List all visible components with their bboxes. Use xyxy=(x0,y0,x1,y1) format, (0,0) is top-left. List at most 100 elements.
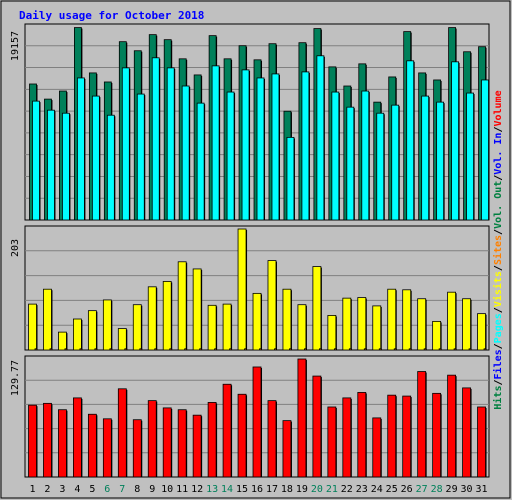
bar-visits-2 xyxy=(43,288,52,351)
bar-visits-25 xyxy=(387,288,397,351)
bar-sites-11 xyxy=(184,348,188,351)
bar-sites-24 xyxy=(378,348,382,351)
bar-pages-21 xyxy=(331,91,340,221)
x-tick-label: 12 xyxy=(191,484,203,495)
bar-visits-18 xyxy=(282,288,292,351)
bar-visits-4 xyxy=(73,318,82,351)
bar-visits-6 xyxy=(102,299,112,351)
bar-sites-29 xyxy=(453,348,457,351)
bar-sites-26 xyxy=(408,348,412,351)
bar-sites-10 xyxy=(169,348,173,351)
bar-visits-27 xyxy=(417,298,427,351)
legend-part: / xyxy=(493,307,504,313)
x-tick-label: 22 xyxy=(341,484,353,495)
bar-visits-3 xyxy=(58,331,67,351)
x-tick-label: 9 xyxy=(149,484,155,495)
bar-pages-14 xyxy=(226,91,235,221)
bar-sites-30 xyxy=(468,348,472,351)
bar-sites-12 xyxy=(199,348,203,351)
bar-sites-21 xyxy=(333,348,337,351)
bar-sites-6 xyxy=(109,348,113,351)
legend-part: / xyxy=(493,127,504,133)
bar-sites-18 xyxy=(289,348,292,351)
bar-sites-4 xyxy=(79,348,83,351)
bar-pages-6 xyxy=(106,114,115,221)
bar-pages-9 xyxy=(151,57,160,221)
y-max-label: 203 xyxy=(10,239,21,257)
legend-part: Vol. In xyxy=(493,133,504,175)
bar-visits-19 xyxy=(297,304,307,351)
x-tick-label: 29 xyxy=(446,484,458,495)
bar-sites-16 xyxy=(259,348,262,351)
right-legend: Hits/Files/Pages/Visits/Sites/Vol. Out/V… xyxy=(492,90,504,409)
bar-sites-22 xyxy=(348,348,352,351)
bar-volume-13 xyxy=(207,402,217,478)
x-tick-label: 16 xyxy=(251,484,263,495)
bar-volume-21 xyxy=(327,406,337,478)
bar-pages-25 xyxy=(391,104,400,221)
bar-visits-16 xyxy=(252,292,262,351)
legend-part: Volume xyxy=(493,90,504,126)
bar-volume-3 xyxy=(58,409,67,478)
x-tick-label: 19 xyxy=(296,484,308,495)
x-tick-label: 21 xyxy=(326,484,338,495)
chart-title: Daily usage for October 2018 xyxy=(19,9,204,22)
bar-pages-27 xyxy=(421,95,430,221)
bar-volume-7 xyxy=(117,388,127,478)
bar-visits-15 xyxy=(237,228,247,351)
panel-volume: 129.77 xyxy=(10,355,490,478)
x-tick-label: 3 xyxy=(59,484,65,495)
bar-sites-27 xyxy=(423,348,427,351)
bar-volume-2 xyxy=(43,402,52,478)
legend-part: Hits xyxy=(492,386,504,410)
x-tick-label: 2 xyxy=(44,484,50,495)
bar-sites-7 xyxy=(124,348,128,351)
x-tick-label: 10 xyxy=(161,484,173,495)
legend-part: Vol. Out xyxy=(493,181,504,229)
bar-volume-9 xyxy=(147,400,157,478)
bar-volume-10 xyxy=(162,407,172,478)
panel-visits-sites: 203 xyxy=(10,225,490,351)
x-tick-label: 14 xyxy=(221,484,233,495)
legend-part: / xyxy=(493,379,504,385)
bar-pages-15 xyxy=(241,69,250,221)
x-tick-label: 25 xyxy=(386,484,398,495)
bar-pages-10 xyxy=(166,67,175,221)
bar-visits-21 xyxy=(327,315,337,351)
bar-pages-3 xyxy=(62,112,70,221)
bar-visits-22 xyxy=(342,297,352,351)
bar-pages-31 xyxy=(481,79,489,221)
bar-sites-23 xyxy=(363,348,367,351)
bar-pages-30 xyxy=(466,92,474,221)
legend-part: Sites xyxy=(492,235,504,265)
bar-pages-23 xyxy=(361,90,370,221)
x-tick-label: 28 xyxy=(431,484,443,495)
x-tick-label: 30 xyxy=(461,484,473,495)
bar-volume-4 xyxy=(73,397,82,478)
bar-volume-20 xyxy=(312,375,322,478)
bar-pages-16 xyxy=(256,77,265,221)
bar-sites-8 xyxy=(139,348,143,351)
x-axis-day-labels: 1 2 3 4 5 6 7 8 9 10 11 12 13 14 15 16 17 18 19 20 21 22 23 24 2… xyxy=(29,484,487,495)
bar-volume-19 xyxy=(297,358,307,478)
legend-part: Visits xyxy=(492,271,504,307)
bar-volume-22 xyxy=(342,397,352,478)
x-tick-label: 8 xyxy=(134,484,140,495)
bar-visits-30 xyxy=(462,298,471,351)
bar-visits-17 xyxy=(267,260,277,351)
bar-pages-8 xyxy=(136,93,145,221)
bar-visits-7 xyxy=(117,328,127,351)
bar-volume-28 xyxy=(432,392,442,478)
bar-pages-4 xyxy=(77,77,85,221)
bar-volume-18 xyxy=(282,420,292,478)
bar-pages-5 xyxy=(91,95,100,221)
bar-sites-1 xyxy=(34,348,38,351)
bar-volume-26 xyxy=(402,395,412,478)
bar-pages-7 xyxy=(121,67,130,221)
bar-volume-27 xyxy=(417,371,427,478)
bar-pages-19 xyxy=(301,71,310,221)
bar-sites-19 xyxy=(304,348,307,351)
x-tick-label: 4 xyxy=(74,484,80,495)
legend-part: / xyxy=(493,343,504,349)
